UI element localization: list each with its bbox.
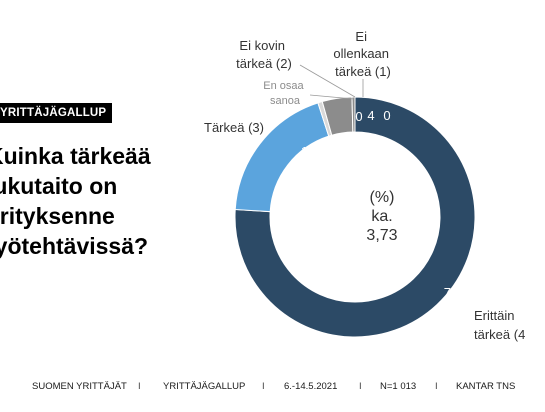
gallup-badge: YRITTÄJÄGALLUP [0, 103, 113, 123]
footer-item: YRITTÄJÄGALLUP [163, 381, 246, 392]
footer-separator: I [359, 381, 362, 392]
center-label-unit: (%) [370, 189, 395, 206]
category-label-ei-kovin: Ei kovin tärkeä (2) [236, 38, 292, 71]
value-label-ei-kovin: 4 [367, 108, 374, 123]
footer-separator: I [138, 381, 141, 392]
question-line: lukutaito on [0, 173, 118, 199]
center-label-ka: ka. [371, 208, 392, 225]
footer-item: KANTAR TNS [456, 381, 516, 392]
slice-erittain [234, 96, 476, 338]
value-label-tarkea: 19 [301, 144, 315, 159]
question-line: yrityksenne [0, 203, 115, 229]
question-line: Kuinka tärkeää [0, 143, 151, 169]
footer-item: SUOMEN YRITTÄJÄT [32, 381, 127, 392]
leader-ei-kovin [299, 64, 356, 98]
value-label-erittain: 76 [444, 285, 458, 300]
footer-item: 6.-14.5.2021 [284, 381, 338, 392]
source-footer: SUOMEN YRITTÄJÄT I YRITTÄJÄGALLUP I 6.-1… [0, 381, 545, 401]
footer-separator: I [435, 381, 438, 392]
slice-ei-ollenkaan [351, 96, 356, 133]
category-label-tarkea: Tärkeä (3) [204, 120, 264, 135]
footer-item: N=1 013 [380, 381, 417, 392]
question-line: työtehtävissä? [0, 233, 149, 259]
question-title: Kuinka tärkeää lukutaito on yrityksenne … [0, 141, 187, 261]
value-label-en-osaa: 0 [355, 109, 362, 124]
footer-separator: I [262, 381, 265, 392]
leader-en-osaa [309, 94, 355, 100]
donut-chart: 0 4 0 19 76 (%) ka. 3,73 Ei ollenkaan tä… [204, 29, 525, 342]
category-label-ei-ollenkaan: Ei ollenkaan tärkeä (1) [333, 29, 392, 79]
value-label-ei-ollenkaan: 0 [383, 108, 390, 123]
category-label-en-osaa: En osaa sanoa [263, 80, 306, 107]
donut-slices [234, 96, 476, 338]
leader-lines [299, 64, 364, 100]
center-label-mean: 3,73 [366, 227, 397, 244]
category-label-erittain: Erittäin tärkeä (4 [474, 308, 525, 342]
